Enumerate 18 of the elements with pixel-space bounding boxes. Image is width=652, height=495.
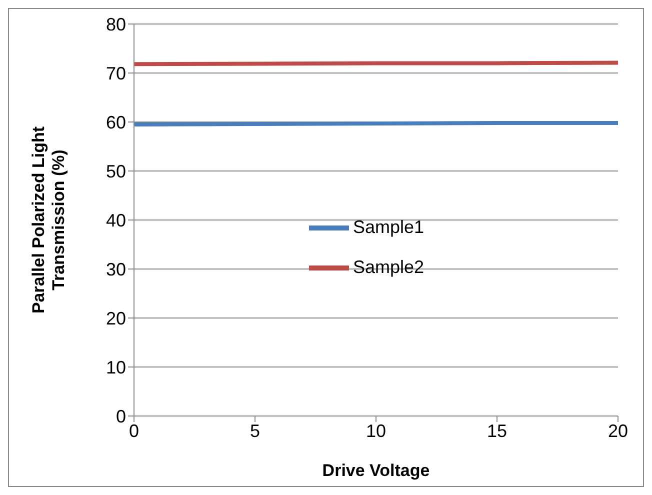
y-tick-label: 30 bbox=[106, 259, 126, 280]
y-tick-label: 70 bbox=[106, 63, 126, 84]
x-tick-label: 10 bbox=[366, 420, 386, 441]
x-axis-title: Drive Voltage bbox=[322, 461, 430, 480]
legend-label: Sample1 bbox=[353, 216, 424, 236]
x-tick-label: 15 bbox=[486, 420, 508, 441]
y-tick-label: 80 bbox=[106, 14, 126, 34]
y-tick-label: 10 bbox=[106, 357, 126, 378]
x-tick-label: 5 bbox=[250, 420, 260, 441]
x-tick-label: 0 bbox=[128, 420, 140, 441]
x-tick-label: 20 bbox=[608, 420, 628, 441]
y-tick-label: 20 bbox=[106, 308, 126, 328]
y-tick-label: 40 bbox=[106, 210, 126, 230]
legend-label: Sample2 bbox=[353, 256, 424, 276]
y-axis-title: Parallel Polarized Light Transmission (%) bbox=[29, 126, 68, 314]
y-tick-label: 50 bbox=[106, 161, 126, 182]
y-tick-label: 0 bbox=[116, 406, 126, 426]
y-tick-label: 60 bbox=[106, 112, 126, 132]
